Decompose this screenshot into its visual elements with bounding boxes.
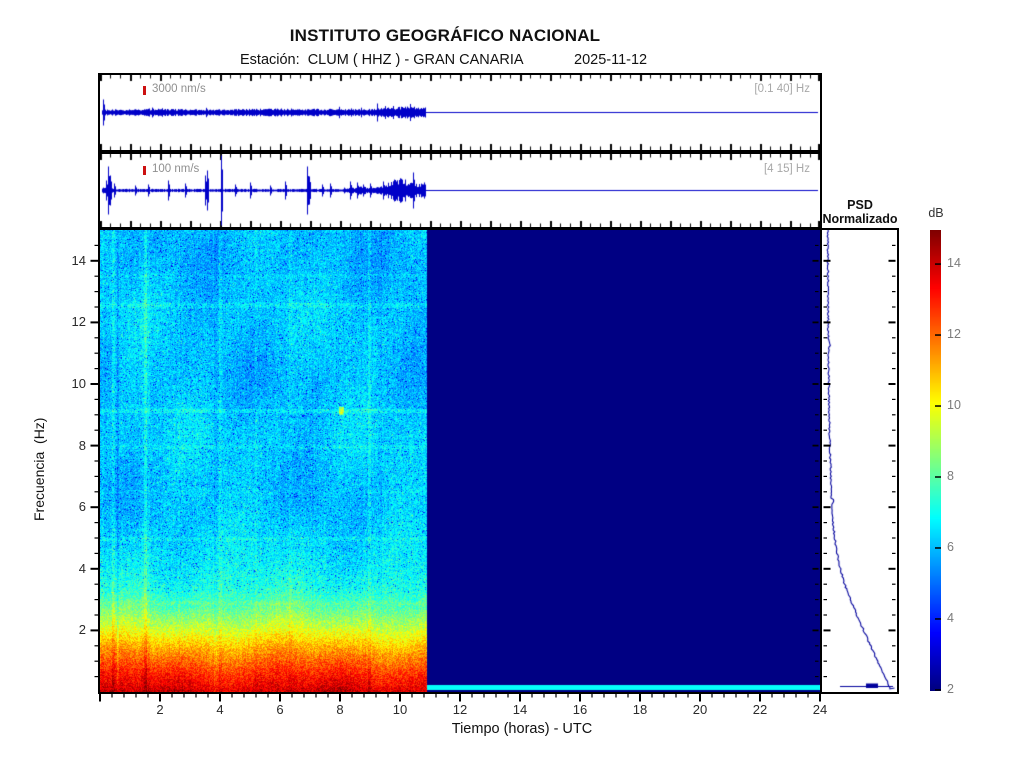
y-tick-label: 12 bbox=[71, 314, 86, 330]
y-tick-label: 4 bbox=[78, 560, 86, 576]
y-axis-label: Frecuencia (Hz) bbox=[31, 417, 47, 521]
colorbar-tick-label: 8 bbox=[947, 469, 954, 483]
filter-band-label: [4 15] Hz bbox=[763, 163, 810, 175]
station-subtitle: Estación: CLUM ( HHZ ) - GRAN CANARIA bbox=[240, 52, 524, 68]
psd-title-line2: Normalizado bbox=[822, 212, 898, 226]
y-tick-label: 6 bbox=[78, 499, 86, 515]
filter-band-label: [0.1 40] Hz bbox=[754, 83, 810, 95]
filtered-trace-panel: 100 nm/s [4 15] Hz bbox=[98, 152, 822, 229]
x-tick-label: 6 bbox=[276, 702, 284, 717]
scale-marker-icon bbox=[143, 86, 146, 95]
broadband-waveform-canvas bbox=[100, 75, 820, 150]
y-tick-label: 2 bbox=[78, 622, 86, 638]
x-tick-label: 16 bbox=[572, 702, 588, 717]
x-tick-label: 4 bbox=[216, 702, 224, 717]
spectrogram-canvas bbox=[100, 230, 820, 692]
x-axis-label: Tiempo (horas) - UTC bbox=[451, 721, 593, 737]
x-tick-label: 14 bbox=[512, 702, 528, 717]
psd-panel bbox=[820, 228, 899, 694]
scale-marker-icon bbox=[143, 166, 146, 175]
y-tick-label: 14 bbox=[71, 252, 86, 268]
colorbar-tick-label: 14 bbox=[947, 256, 961, 271]
colorbar-tick-label: 6 bbox=[947, 539, 954, 554]
figure-title: INSTITUTO GEOGRÁFICO NACIONAL bbox=[289, 26, 601, 45]
x-tick-label: 2 bbox=[156, 702, 164, 717]
psd-panel-title: PSD Normalizado bbox=[816, 198, 904, 226]
colorbar-canvas bbox=[930, 230, 941, 691]
y-tick-label: 8 bbox=[78, 437, 86, 453]
x-tick-label: 22 bbox=[752, 702, 768, 717]
colorbar-tick-label: 4 bbox=[947, 610, 954, 625]
broadband-trace-panel: 3000 nm/s [0.1 40] Hz bbox=[98, 73, 822, 152]
psd-curve-canvas bbox=[822, 230, 897, 692]
colorbar-unit-label: dB bbox=[928, 206, 944, 220]
date-label: 2025-11-12 bbox=[574, 52, 648, 68]
filtered-waveform-canvas bbox=[100, 154, 820, 227]
y-tick-label: 10 bbox=[71, 376, 86, 391]
scale-label: 3000 nm/s bbox=[152, 83, 206, 95]
x-tick-label: 8 bbox=[336, 702, 344, 717]
colorbar-tick-label: 2 bbox=[947, 681, 954, 696]
x-tick-label: 20 bbox=[692, 702, 708, 717]
x-tick-label: 18 bbox=[632, 702, 648, 717]
colorbar-tick-label: 12 bbox=[947, 327, 961, 342]
scale-label: 100 nm/s bbox=[152, 163, 200, 175]
psd-title-line1: PSD bbox=[847, 198, 873, 212]
x-tick-label: 24 bbox=[812, 702, 828, 717]
x-tick-label: 12 bbox=[452, 702, 468, 717]
spectrogram-panel bbox=[98, 228, 822, 694]
colorbar-tick-label: 10 bbox=[947, 398, 961, 413]
x-tick-label: 10 bbox=[392, 702, 408, 717]
